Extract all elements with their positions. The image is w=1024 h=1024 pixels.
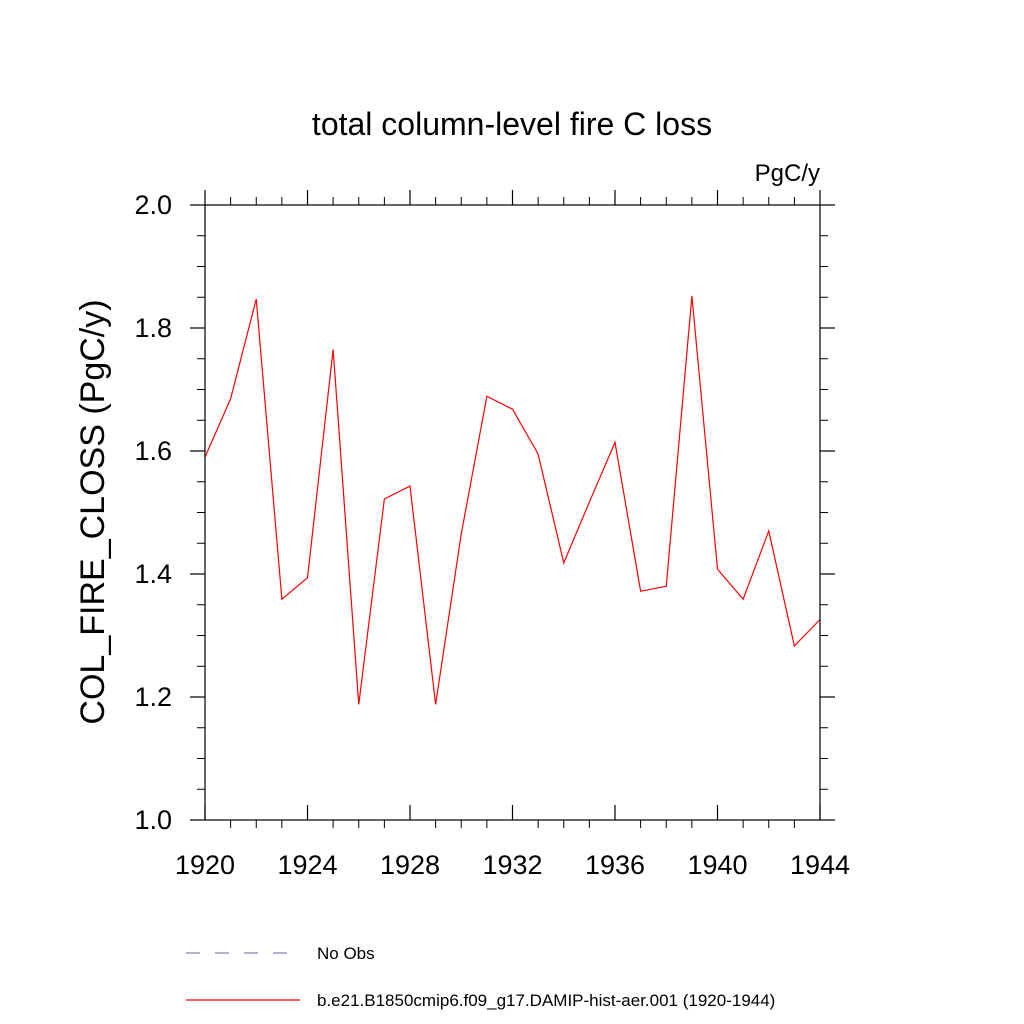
y-tick-label: 1.2 [134,682,172,712]
y-tick-label: 1.4 [134,559,172,589]
legend: No Obs b.e21.B1850cmip6.f09_g17.DAMIP-hi… [186,944,775,1010]
axis-ticks [190,190,835,828]
x-tick-label: 1940 [687,850,747,880]
legend-label-no-obs: No Obs [317,944,375,963]
x-tick-label: 1928 [380,850,440,880]
x-tick-label: 1924 [277,850,337,880]
units-label: PgC/y [755,160,820,187]
series-line-0 [204,295,821,705]
tick-labels: 1920 1924 1928 1932 1936 1940 1944 1.0 1.2 1.4 1.6… [134,190,850,880]
series-lines [204,295,821,705]
chart-title: total column-level fire C loss [312,106,712,142]
y-tick-label: 1.6 [134,436,172,466]
y-tick-label: 1.8 [134,313,172,343]
x-tick-label: 1932 [482,850,542,880]
x-tick-label: 1920 [175,850,235,880]
plot-frame [204,204,821,821]
x-tick-label: 1944 [790,850,850,880]
x-tick-label: 1936 [585,850,645,880]
legend-label-model-run: b.e21.B1850cmip6.f09_g17.DAMIP-hist-aer.… [317,991,775,1010]
y-tick-label: 1.0 [134,805,172,835]
y-tick-label: 2.0 [134,190,172,220]
y-axis-label: COL_FIRE_CLOSS (PgC/y) [74,299,112,724]
